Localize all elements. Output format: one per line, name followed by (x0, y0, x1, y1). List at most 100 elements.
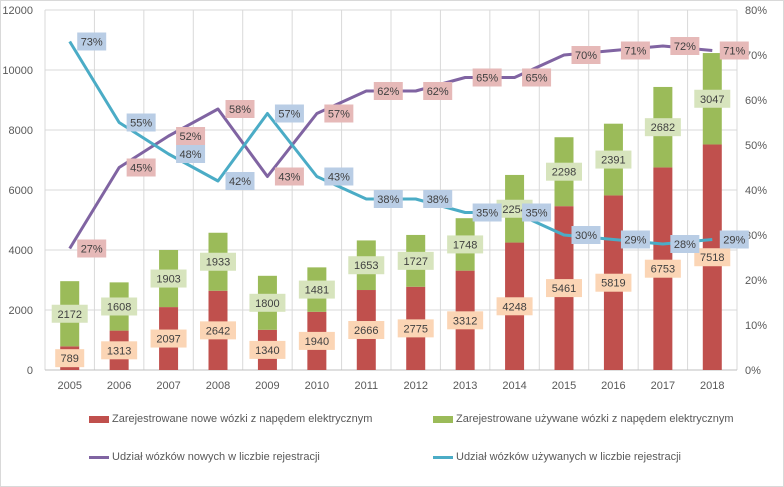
legend-line-share-used (433, 455, 453, 459)
data-label-share-used-bg (522, 203, 552, 222)
legend-item-used: Zarejestrowane używane wózki z napędem e… (433, 413, 734, 425)
data-label-new-bg (249, 340, 286, 359)
data-label-new: 1940 (305, 336, 329, 348)
x-tick-label: 2007 (156, 380, 180, 392)
data-label-used-bg (298, 280, 335, 299)
data-label-new: 6753 (651, 264, 675, 276)
data-label-share-used: 43% (328, 172, 350, 184)
y-left-tick-label: 6000 (9, 185, 33, 197)
data-label-share-new-bg (620, 41, 650, 60)
legend-item-new: Zarejestrowane nowe wózki z napędem elek… (89, 413, 372, 425)
data-label-share-used-bg (176, 145, 206, 163)
data-label-share-used: 55% (130, 118, 152, 130)
data-label-share-new-bg (571, 46, 601, 64)
data-label-used: 2254 (502, 204, 526, 216)
data-label-new: 2097 (156, 334, 180, 346)
data-label-used-bg (397, 251, 434, 270)
data-label-used: 1727 (403, 256, 427, 268)
data-label-share-new-bg (77, 239, 107, 258)
data-label-new-bg (298, 331, 335, 350)
y-right-tick-label: 80% (745, 5, 767, 17)
legend-item-share-new: Udział wózków nowych w liczbie rejestrac… (89, 451, 320, 463)
y-right-tick-label: 10% (745, 320, 767, 332)
data-label-new: 2775 (403, 323, 427, 335)
data-label-new: 2666 (354, 325, 378, 337)
data-label-share-used: 73% (81, 37, 103, 49)
data-label-used-bg (200, 252, 236, 271)
x-tick-label: 2016 (601, 380, 625, 392)
data-label-share-new-bg (522, 68, 552, 87)
data-label-share-used-bg (620, 230, 650, 249)
data-label-used-bg (101, 297, 138, 316)
data-label-new-bg (447, 311, 484, 330)
data-label-share-new-bg (274, 167, 304, 186)
y-left-tick-label: 2000 (9, 305, 33, 317)
data-label-new: 1340 (255, 345, 279, 357)
data-label-used-bg (348, 256, 385, 275)
data-label-used-bg (546, 162, 582, 181)
data-label-new-bg (348, 321, 385, 340)
data-label-share-used-bg (571, 226, 601, 244)
data-label-used: 1748 (453, 239, 477, 251)
data-label-share-new: 45% (130, 163, 152, 175)
x-tick-label: 2018 (700, 380, 724, 392)
data-label-share-used: 42% (229, 176, 251, 188)
data-label-new-bg (644, 259, 681, 278)
data-label-share-used: 35% (476, 208, 498, 220)
data-label-share-used-bg (423, 190, 453, 208)
x-tick-label: 2008 (206, 380, 230, 392)
data-label-used: 1800 (255, 298, 279, 310)
x-tick-label: 2010 (305, 380, 329, 392)
data-label-share-new: 27% (81, 244, 103, 256)
data-label-used: 1933 (206, 257, 230, 269)
y-left-tick-label: 8000 (9, 125, 33, 137)
data-label-used: 1481 (305, 285, 329, 297)
data-label-share-new: 62% (427, 86, 449, 98)
data-label-share-used-bg (719, 230, 749, 249)
y-left-tick-label: 12000 (2, 5, 33, 17)
data-label-new-bg (101, 341, 138, 360)
legend-item-share-used: Udział wózków używanych w liczbie rejest… (433, 451, 681, 463)
data-label-share-new: 72% (674, 41, 696, 53)
data-label-share-used-bg (126, 113, 156, 132)
y-right-tick-label: 60% (745, 95, 767, 107)
data-label-used-bg (51, 304, 88, 323)
x-tick-label: 2012 (403, 380, 427, 392)
data-label-used: 2391 (601, 155, 625, 167)
data-label-new-bg (496, 297, 533, 316)
legend-label-used: Zarejestrowane używane wózki z napędem e… (456, 413, 734, 425)
data-label-share-used: 29% (723, 235, 745, 247)
y-left-tick-label: 4000 (9, 245, 33, 257)
data-label-share-used: 38% (427, 194, 449, 206)
y-right-tick-label: 30% (745, 230, 767, 242)
data-label-used: 2298 (552, 167, 576, 179)
data-label-used-bg (150, 269, 187, 288)
data-label-share-used-bg (274, 104, 304, 123)
data-label-used: 1608 (107, 301, 131, 313)
data-label-share-used: 57% (278, 109, 300, 121)
data-label-used-bg (644, 118, 681, 137)
data-label-new-bg (397, 319, 434, 338)
data-label-share-used: 38% (377, 194, 399, 206)
data-label-new: 5461 (552, 283, 576, 295)
data-label-used-bg (249, 293, 286, 312)
data-label-share-new: 65% (526, 73, 548, 85)
data-label-share-used: 28% (674, 239, 696, 251)
y-right-tick-label: 40% (745, 185, 767, 197)
y-right-tick-label: 20% (745, 275, 767, 287)
data-label-share-new: 71% (624, 46, 646, 58)
data-label-used: 3047 (700, 94, 724, 106)
x-tick-label: 2015 (552, 380, 576, 392)
data-label-new-bg (546, 279, 582, 298)
data-label-new: 2642 (206, 325, 230, 337)
data-label-share-used: 35% (526, 208, 548, 220)
data-label-share-new-bg (176, 127, 206, 145)
y-left-tick-label: 0 (27, 365, 33, 377)
data-label-new-bg (595, 273, 632, 292)
data-label-share-used: 29% (624, 235, 646, 247)
legend-label-share-used: Udział wózków używanych w liczbie rejest… (456, 451, 681, 463)
legend-swatch-new (89, 415, 109, 423)
data-label-new: 7518 (700, 252, 724, 264)
data-label-used: 2172 (57, 309, 81, 321)
